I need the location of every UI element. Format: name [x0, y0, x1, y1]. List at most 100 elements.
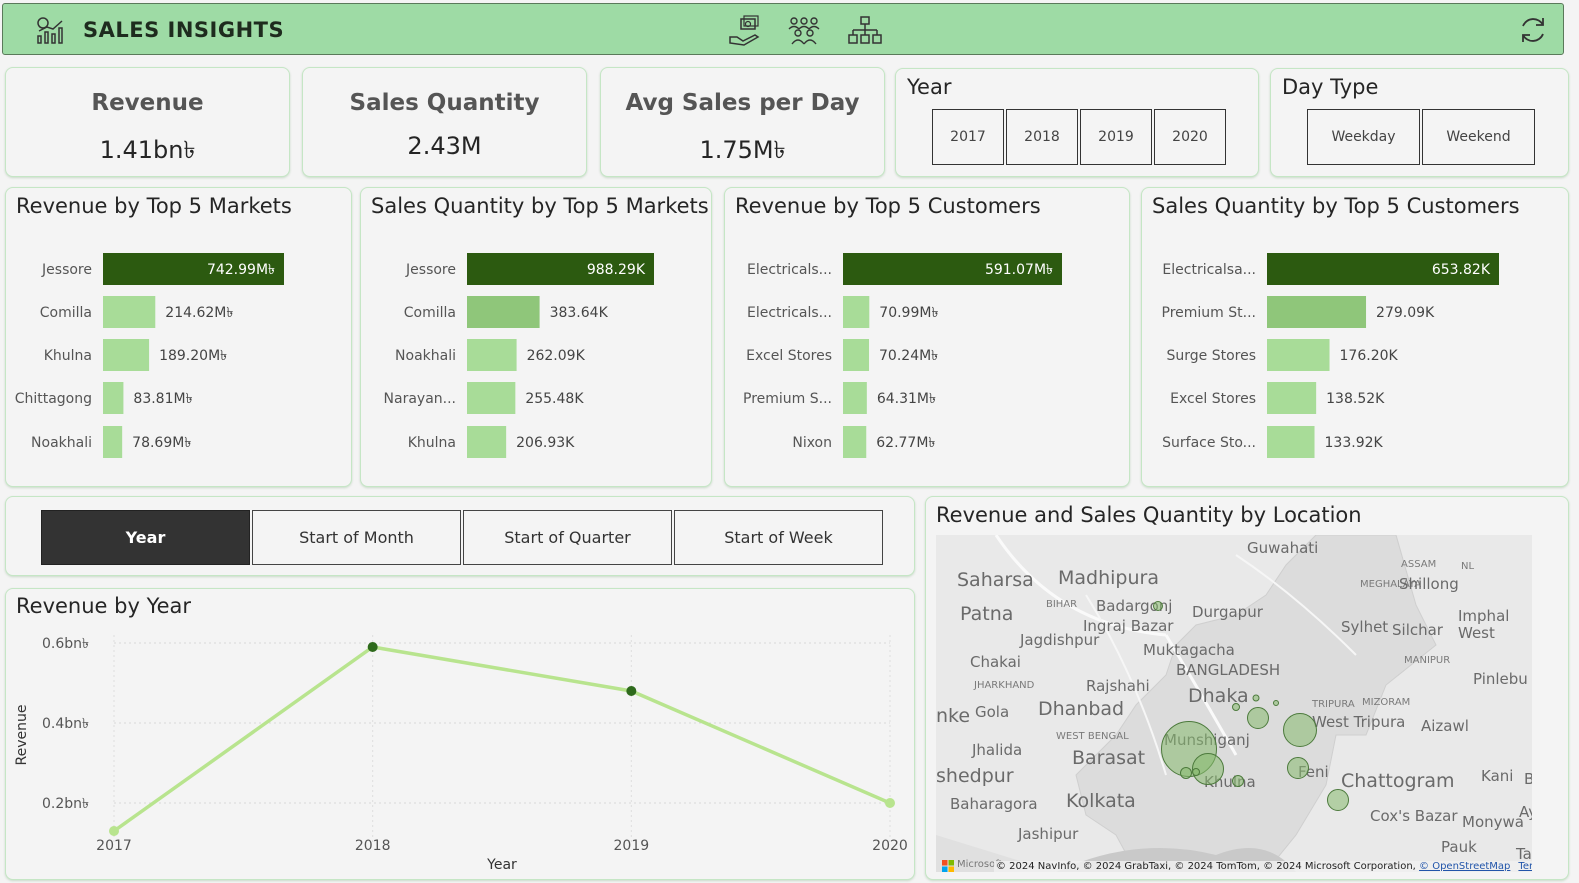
- kpi-value: 1.41bn৳: [99, 136, 196, 164]
- day-type-option-weekend[interactable]: Weekend: [1422, 109, 1535, 165]
- year-option-2017[interactable]: 2017: [932, 109, 1004, 165]
- slicer-title: Day Type: [1282, 75, 1379, 99]
- data-point[interactable]: [885, 798, 895, 808]
- year-option-2019[interactable]: 2019: [1080, 109, 1152, 165]
- location-bubble[interactable]: [1192, 768, 1200, 776]
- data-point[interactable]: [109, 826, 119, 836]
- bar[interactable]: [843, 339, 870, 371]
- map-place-label: Durgapur: [1192, 603, 1263, 621]
- bar[interactable]: [843, 296, 870, 328]
- map-place-label: Barasat: [1072, 747, 1146, 769]
- panel-title: Revenue and Sales Quantity by Location: [936, 503, 1362, 527]
- year-option-2018[interactable]: 2018: [1006, 109, 1078, 165]
- tab-start-of-quarter[interactable]: Start of Quarter: [463, 510, 672, 565]
- bar-value-label: 189.20M৳: [159, 348, 227, 364]
- bar-value-label: 70.24M৳: [879, 348, 938, 364]
- bar-value-label: 138.52K: [1326, 391, 1385, 407]
- location-bubble[interactable]: [1153, 601, 1163, 611]
- bar-value-label: 262.09K: [527, 348, 586, 364]
- location-bubble[interactable]: [1283, 713, 1317, 747]
- year-option-2020[interactable]: 2020: [1154, 109, 1226, 165]
- map-place-label: Aizawl: [1421, 717, 1469, 735]
- bar[interactable]: [1267, 426, 1315, 458]
- bar[interactable]: [467, 382, 516, 414]
- revenue-by-customers-chart: Electricals... 591.07M৳ Electricals... 70.9…: [743, 253, 1062, 458]
- bar[interactable]: [1267, 382, 1317, 414]
- bar[interactable]: [1267, 253, 1499, 285]
- panel-title: Sales Quantity by Top 5 Markets: [371, 194, 709, 218]
- hierarchy-icon[interactable]: [848, 15, 882, 47]
- money-hand-icon[interactable]: [727, 15, 761, 47]
- bar[interactable]: [467, 426, 507, 458]
- kpi-label: Sales Quantity: [349, 90, 540, 116]
- map-place-label: NL: [1461, 561, 1475, 572]
- map-place-label: Imphal: [1458, 607, 1510, 625]
- map-place-label: Baharagora: [950, 795, 1038, 813]
- kpi-label: Avg Sales per Day: [625, 90, 860, 116]
- location-bubble[interactable]: [1252, 694, 1260, 702]
- map-place-label: Madhipura: [1058, 567, 1159, 589]
- kpi-label: Revenue: [91, 90, 204, 116]
- location-bubble[interactable]: [1232, 775, 1244, 787]
- bar-value-label: 653.82K: [1432, 262, 1491, 278]
- map-place-label: Kani: [1481, 767, 1514, 785]
- map-place-label: Patna: [960, 603, 1014, 625]
- bar[interactable]: [843, 426, 867, 458]
- location-bubble[interactable]: [1232, 703, 1240, 711]
- x-tick-label: 2018: [355, 838, 391, 854]
- slicer-title: Year: [907, 75, 952, 99]
- day-type-option-weekday[interactable]: Weekday: [1307, 109, 1420, 165]
- location-bubble[interactable]: [1247, 707, 1269, 729]
- location-bubble[interactable]: [1192, 753, 1224, 785]
- map-copyright: © 2024 NavInfo, © 2024 GrabTaxi, © 2024 …: [994, 861, 1532, 872]
- map-place-label: Shillong: [1399, 575, 1459, 593]
- quantity-by-customers-chart: Electricalsa... 653.82K Premium St... 279.0…: [1162, 253, 1499, 458]
- data-point[interactable]: [367, 642, 378, 652]
- openstreetmap-link[interactable]: © OpenStreetMap: [1419, 861, 1511, 872]
- map-place-label: shedpur: [936, 765, 1014, 787]
- location-bubble[interactable]: [1273, 700, 1279, 706]
- bar[interactable]: [843, 382, 867, 414]
- location-bubble[interactable]: [1180, 767, 1192, 779]
- map-place-label: BIHAR: [1046, 599, 1078, 610]
- tab-year[interactable]: Year: [41, 510, 250, 565]
- location-map[interactable]: Guwahati Saharsa Madhipura ASSAM NL MEGHALAYA…: [936, 535, 1532, 872]
- day-type-slicer: Day Type Weekday Weekend: [1270, 68, 1569, 177]
- bar[interactable]: [467, 339, 517, 371]
- map-place-label: Ta: [1516, 845, 1532, 863]
- bar[interactable]: [103, 382, 124, 414]
- bar-category-label: Electricals...: [747, 305, 832, 321]
- bar-value-label: 133.92K: [1325, 435, 1384, 451]
- tab-start-of-month[interactable]: Start of Month: [252, 510, 461, 565]
- map-place-label: Pinlebu: [1473, 670, 1528, 688]
- map-place-label: Rajshahi: [1086, 677, 1150, 695]
- map-place-label: TRIPURA: [1312, 699, 1355, 710]
- bar[interactable]: [103, 296, 156, 328]
- app-title: SALES INSIGHTS: [83, 18, 285, 42]
- bar[interactable]: [467, 296, 540, 328]
- team-icon[interactable]: [787, 15, 821, 47]
- bar[interactable]: [103, 253, 284, 285]
- bar[interactable]: [1267, 339, 1330, 371]
- map-place-label: ASSAM: [1401, 559, 1437, 570]
- bar-value-label: 591.07M৳: [985, 262, 1053, 278]
- location-bubble[interactable]: [1287, 757, 1309, 779]
- bar-value-label: 214.62M৳: [165, 305, 233, 321]
- bar[interactable]: [467, 253, 654, 285]
- data-point[interactable]: [626, 686, 637, 696]
- location-bubble[interactable]: [1327, 789, 1349, 811]
- panel-title: Revenue by Top 5 Markets: [16, 194, 292, 218]
- y-tick-label: 0.4bn৳: [42, 716, 89, 732]
- tab-start-of-week[interactable]: Start of Week: [674, 510, 883, 565]
- date-granularity-tabs: Year Start of Month Start of Quarter Sta…: [5, 496, 915, 576]
- bar[interactable]: [103, 426, 123, 458]
- refresh-icon[interactable]: [1517, 14, 1549, 46]
- map-place-label: West Tripura: [1312, 713, 1406, 731]
- bar[interactable]: [103, 339, 150, 371]
- kpi-card-sales-quantity: Sales Quantity 2.43M: [302, 67, 587, 177]
- bar[interactable]: [1267, 296, 1367, 328]
- bar[interactable]: [843, 253, 1062, 285]
- x-tick-label: 2020: [872, 838, 908, 854]
- panel-title: Revenue by Year: [16, 594, 192, 618]
- terms-link[interactable]: Terms: [1518, 861, 1532, 872]
